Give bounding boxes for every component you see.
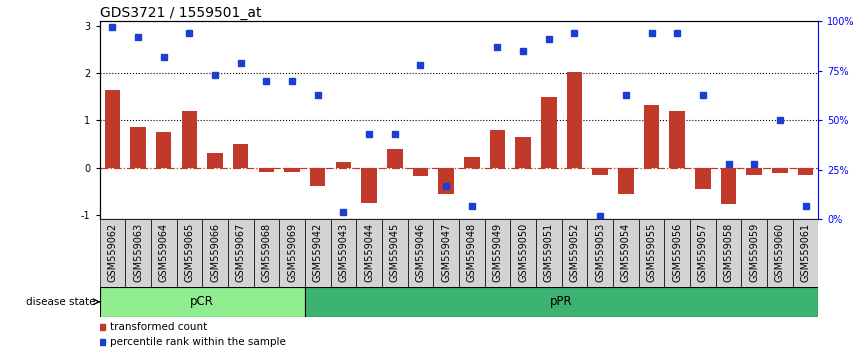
Bar	[485, 219, 510, 287]
Bar	[664, 219, 690, 287]
Bar	[105, 90, 120, 167]
Text: GSM559042: GSM559042	[313, 223, 323, 282]
Text: GDS3721 / 1559501_at: GDS3721 / 1559501_at	[100, 6, 261, 20]
Bar	[459, 219, 485, 287]
Text: disease state: disease state	[26, 297, 95, 307]
Bar	[510, 219, 536, 287]
Bar	[767, 219, 792, 287]
Bar	[182, 111, 197, 167]
Bar	[100, 219, 126, 287]
Bar	[433, 219, 459, 287]
Bar	[741, 219, 767, 287]
Bar	[284, 167, 300, 172]
Bar	[695, 167, 710, 189]
Bar	[690, 219, 715, 287]
Bar	[587, 219, 613, 287]
Text: GSM559043: GSM559043	[339, 223, 348, 282]
Bar	[305, 287, 818, 317]
Text: GSM559065: GSM559065	[184, 223, 195, 282]
Bar	[669, 111, 685, 167]
Bar	[310, 167, 326, 187]
Text: GSM559068: GSM559068	[262, 223, 271, 282]
Bar	[408, 219, 433, 287]
Text: GSM559049: GSM559049	[493, 223, 502, 282]
Bar	[387, 149, 403, 167]
Bar	[100, 287, 305, 317]
Bar	[562, 219, 587, 287]
Text: GSM559058: GSM559058	[723, 223, 734, 282]
Bar	[515, 137, 531, 167]
Text: GSM559051: GSM559051	[544, 223, 554, 282]
Text: GSM559053: GSM559053	[595, 223, 605, 282]
Bar	[361, 167, 377, 203]
Bar	[233, 144, 249, 167]
Bar	[613, 219, 638, 287]
Bar	[464, 157, 480, 167]
Bar	[721, 167, 736, 204]
Bar	[177, 219, 203, 287]
Bar	[715, 219, 741, 287]
Bar	[772, 167, 787, 173]
Bar	[151, 219, 177, 287]
Bar	[536, 219, 562, 287]
Text: GSM559045: GSM559045	[390, 223, 400, 282]
Text: GSM559060: GSM559060	[775, 223, 785, 282]
Text: transformed count: transformed count	[110, 321, 207, 332]
Bar	[156, 132, 171, 167]
Bar	[490, 130, 505, 167]
Text: GSM559055: GSM559055	[647, 223, 656, 282]
Text: GSM559052: GSM559052	[570, 223, 579, 282]
Text: GSM559048: GSM559048	[467, 223, 477, 282]
Bar	[305, 219, 331, 287]
Text: pPR: pPR	[551, 295, 573, 308]
Bar	[792, 219, 818, 287]
Text: GSM559059: GSM559059	[749, 223, 759, 282]
Text: GSM559063: GSM559063	[133, 223, 143, 282]
Bar	[259, 167, 275, 172]
Text: GSM559056: GSM559056	[672, 223, 682, 282]
Bar	[746, 167, 762, 175]
Text: GSM559062: GSM559062	[107, 223, 118, 282]
Text: percentile rank within the sample: percentile rank within the sample	[110, 337, 286, 348]
Bar	[382, 219, 408, 287]
Bar	[592, 167, 608, 175]
Text: GSM559066: GSM559066	[210, 223, 220, 282]
Bar	[131, 127, 145, 167]
Bar	[356, 219, 382, 287]
Bar	[413, 167, 428, 176]
Text: GSM559054: GSM559054	[621, 223, 630, 282]
Bar	[207, 153, 223, 167]
Bar	[618, 167, 634, 194]
Text: pCR: pCR	[191, 295, 214, 308]
Bar	[438, 167, 454, 194]
Text: GSM559064: GSM559064	[158, 223, 169, 282]
Bar	[331, 219, 356, 287]
Text: GSM559044: GSM559044	[364, 223, 374, 282]
Bar	[254, 219, 279, 287]
Bar	[638, 219, 664, 287]
Text: GSM559050: GSM559050	[518, 223, 528, 282]
Bar	[126, 219, 151, 287]
Text: GSM559047: GSM559047	[441, 223, 451, 282]
Text: GSM559057: GSM559057	[698, 223, 708, 282]
Bar	[203, 219, 228, 287]
Bar	[228, 219, 254, 287]
Text: GSM559067: GSM559067	[236, 223, 246, 282]
Bar	[566, 72, 582, 167]
Bar	[798, 167, 813, 175]
Text: GSM559061: GSM559061	[800, 223, 811, 282]
Bar	[541, 97, 557, 167]
Text: GSM559046: GSM559046	[416, 223, 425, 282]
Bar	[643, 105, 659, 167]
Bar	[279, 219, 305, 287]
Text: GSM559069: GSM559069	[288, 223, 297, 282]
Bar	[336, 162, 351, 167]
